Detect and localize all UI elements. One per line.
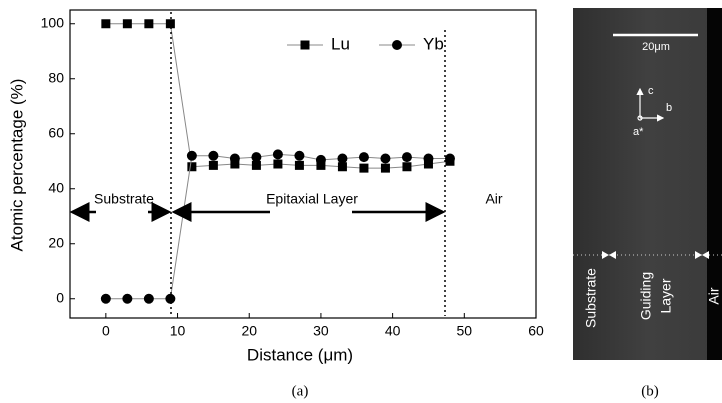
caption: (a): [292, 383, 309, 399]
marker: [230, 159, 240, 169]
x-tick-label: 30: [313, 323, 329, 339]
marker: [273, 159, 283, 169]
marker: [337, 162, 347, 172]
legend-marker: [392, 40, 402, 50]
marker: [122, 19, 132, 29]
marker: [143, 293, 154, 304]
marker: [380, 163, 390, 173]
plot-frame: [69, 9, 537, 319]
region-label: Substrate: [583, 268, 599, 328]
x-tick-label: 40: [385, 323, 401, 339]
y-tick-label: 20: [48, 234, 64, 250]
x-tick-label: 50: [457, 323, 473, 339]
marker: [444, 153, 455, 164]
y-axis-title: Atomic percentage (%): [7, 79, 26, 252]
axis-label: c: [648, 85, 654, 97]
marker: [358, 152, 369, 163]
marker: [294, 150, 305, 161]
air-region: [707, 8, 722, 360]
caption: (b): [641, 383, 659, 399]
marker: [272, 149, 283, 160]
sem-image: [573, 8, 722, 360]
x-tick-label: 60: [528, 323, 544, 339]
x-axis-title: Distance (μm): [247, 345, 353, 364]
plot-a: 0 10 20 30 40 50 60 0 20 40 60 80 100 Lu Yb: [41, 14, 544, 338]
marker: [294, 160, 304, 170]
y-tick-label: 100: [41, 14, 65, 30]
y-tick-label: 80: [48, 69, 64, 85]
x-tick-label: 0: [102, 323, 110, 339]
marker: [251, 160, 261, 170]
axis-label: a*: [633, 126, 644, 138]
axis-label: b: [666, 102, 672, 114]
series-line: [105, 153, 450, 300]
x-tick-label: 10: [170, 323, 186, 339]
region-label: Air: [706, 287, 722, 304]
marker: [100, 293, 111, 304]
marker: [208, 150, 219, 161]
y-tick-label: 40: [48, 179, 64, 195]
panel-b: 20μm c b a* Substrate Guiding Layer Air: [573, 8, 722, 360]
marker: [101, 19, 111, 29]
annotation: Epitaxial Layer: [266, 191, 358, 207]
marker: [359, 163, 369, 173]
annotations: Substrate Epitaxial Layer Air: [94, 191, 503, 207]
annotation: Substrate: [94, 191, 154, 207]
x-tick-label: 20: [241, 323, 257, 339]
region-label: Guiding: [638, 272, 654, 320]
y-tick-label: 0: [56, 289, 64, 305]
marker: [144, 19, 154, 29]
marker: [423, 159, 433, 169]
scale-label: 20μm: [642, 41, 670, 53]
annotation: Air: [485, 191, 502, 207]
marker: [316, 160, 326, 170]
marker: [187, 162, 197, 172]
legend-marker: [300, 40, 310, 50]
legend-label: Lu: [331, 34, 350, 53]
marker: [402, 162, 412, 172]
marker: [401, 152, 412, 163]
marker: [229, 153, 240, 164]
marker: [251, 152, 262, 163]
legend-label: Yb: [423, 34, 444, 53]
marker: [423, 153, 434, 164]
y-tick-label: 60: [48, 124, 64, 140]
marker: [208, 160, 218, 170]
region-label: Layer: [658, 278, 674, 313]
marker: [186, 150, 197, 161]
marker: [380, 153, 391, 164]
marker: [122, 293, 133, 304]
marker: [315, 154, 326, 165]
marker: [337, 153, 348, 164]
